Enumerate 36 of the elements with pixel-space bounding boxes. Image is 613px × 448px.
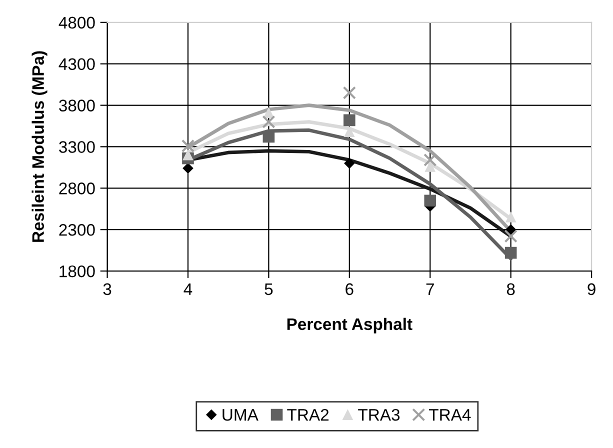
- point: [182, 150, 194, 160]
- point: [182, 163, 194, 174]
- point: [344, 126, 355, 138]
- y-tick-label: 4800: [58, 16, 95, 29]
- point: [506, 224, 516, 235]
- y-tick-label: 1800: [60, 265, 95, 278]
- x-tick-label: 4: [184, 283, 192, 295]
- point: [181, 139, 195, 152]
- y-tick-label: 3800: [59, 100, 95, 112]
- y-axis-title: Resileint Modulus (MPa): [32, 51, 48, 242]
- point: [262, 115, 276, 128]
- point: [263, 108, 274, 118]
- x-tick-label: 7: [426, 283, 434, 295]
- point: [424, 153, 437, 167]
- y-tick-label: 2800: [59, 182, 95, 194]
- point: [424, 194, 436, 206]
- point: [504, 246, 517, 259]
- point: [262, 130, 275, 143]
- x-tick-label: 5: [264, 283, 273, 296]
- point: [342, 86, 356, 100]
- y-tick-label: 3300: [59, 141, 95, 153]
- x-tick-label: 6: [346, 283, 354, 296]
- x-tick-label: 9: [588, 283, 596, 296]
- point: [506, 212, 516, 222]
- y-tick-label: 4300: [58, 58, 95, 70]
- y-tick-label: 2300: [59, 224, 95, 236]
- point: [344, 158, 355, 169]
- x-tick-label: 8: [506, 283, 515, 296]
- x-tick-label: 3: [103, 283, 112, 296]
- legend-label: TRA2: [287, 408, 329, 421]
- legend-label: TRA4: [429, 409, 471, 421]
- legend-label: TRA3: [358, 408, 400, 421]
- point: [504, 230, 518, 243]
- x-axis-title: Percent Asphalt: [287, 318, 412, 334]
- point: [344, 114, 356, 126]
- legend-label: UMA: [222, 409, 258, 421]
